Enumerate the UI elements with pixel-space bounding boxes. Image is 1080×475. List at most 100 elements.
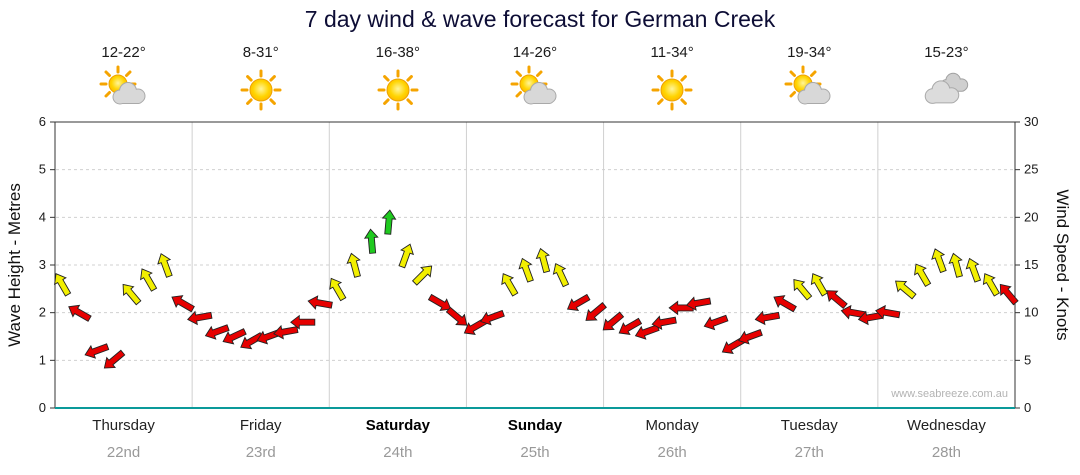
weather-icon-cell — [466, 64, 603, 116]
weather-icon-cell — [329, 64, 466, 116]
right-tick-label: 25 — [1024, 162, 1038, 177]
wind-arrow — [793, 279, 813, 301]
day-dates-row: 22nd 23rd 24th 25th 26th 27th 28th — [55, 444, 1015, 461]
wind-arrow — [773, 295, 797, 313]
right-tick-label: 30 — [1024, 114, 1038, 129]
chart-title: 7 day wind & wave forecast for German Cr… — [304, 6, 776, 32]
wind-arrow — [140, 268, 158, 292]
day-name: Monday — [645, 417, 699, 434]
wind-arrow — [329, 277, 347, 302]
weather-icon-cell — [741, 64, 878, 116]
wind-arrow — [411, 265, 433, 286]
temperature-row: 12-22° 8-31° 16-38° 14-26° 11-34° 19-34° 15-23… — [55, 44, 1015, 61]
wind-arrow — [273, 324, 299, 340]
wind-arrow — [290, 314, 316, 330]
wind-arrow — [965, 257, 982, 283]
day-temperature: 19-34° — [787, 44, 832, 61]
day-name: Saturday — [365, 417, 430, 434]
day-temperature: 16-38° — [375, 44, 421, 61]
wind-arrow — [363, 228, 379, 254]
left-tick-label: 2 — [39, 305, 46, 320]
wind-arrow — [54, 273, 72, 297]
left-tick-label: 4 — [39, 209, 46, 224]
wind-arrow — [445, 306, 468, 326]
wind-arrow — [703, 314, 729, 331]
wind-arrow — [566, 293, 591, 312]
wind-arrow — [948, 252, 963, 278]
wind-arrow — [651, 315, 677, 331]
sun-cloud-icon — [99, 65, 146, 105]
wind-arrow — [810, 273, 829, 297]
wind-arrow — [754, 310, 781, 326]
sun-icon — [240, 69, 282, 111]
wind-arrow — [84, 343, 110, 359]
left-tick-label: 5 — [39, 162, 46, 177]
day-name: Friday — [239, 417, 282, 434]
left-tick-label: 1 — [39, 352, 46, 367]
wind-arrow — [999, 283, 1019, 306]
wind-arrow — [738, 328, 763, 345]
wind-arrow — [346, 252, 361, 278]
right-tick-label: 0 — [1024, 400, 1031, 415]
wind-arrow — [585, 302, 607, 321]
day-date: 27th — [794, 444, 824, 461]
wind-arrow — [204, 324, 230, 340]
left-tick-label: 6 — [39, 114, 46, 129]
wind-arrow — [552, 262, 570, 288]
day-name: Wednesday — [906, 417, 986, 434]
day-temperature: 12-22° — [101, 44, 146, 61]
wind-arrow — [685, 296, 712, 311]
left-axis-label: Wave Height - Metres — [5, 183, 24, 347]
day-temperature: 11-34° — [650, 44, 694, 61]
wind-arrow — [222, 328, 247, 345]
day-date: 22nd — [106, 444, 141, 461]
wind-arrow — [480, 309, 505, 326]
left-tick-label: 3 — [39, 257, 46, 272]
weather-icon-cell — [55, 64, 192, 116]
day-name: Thursday — [92, 417, 155, 434]
right-tick-label: 5 — [1024, 352, 1031, 367]
sun-cloud-icon — [510, 65, 557, 105]
weather-icons-row — [55, 64, 1015, 116]
weather-icon-cell — [604, 64, 741, 116]
sun-cloud-icon — [784, 65, 831, 105]
right-tick-label: 10 — [1024, 305, 1038, 320]
weather-icon-cell — [878, 64, 1015, 116]
wind-arrow — [122, 283, 142, 306]
watermark: www.seabreeze.com.au — [891, 388, 1008, 400]
day-date: 24th — [383, 444, 413, 461]
day-names-row: Thursday Friday Saturday Sunday Monday Tuesda… — [55, 417, 1015, 434]
day-temperature: 14-26° — [512, 44, 558, 61]
wind-arrow — [187, 310, 213, 326]
day-date: 26th — [657, 444, 687, 461]
wind-arrow — [501, 273, 519, 297]
wind-arrow — [875, 304, 901, 320]
day-date: 23rd — [245, 444, 276, 461]
wind-arrow — [914, 263, 932, 288]
wind-arrow — [618, 317, 643, 335]
day-date: 28th — [931, 444, 962, 461]
wind-arrow — [602, 311, 625, 331]
day-name: Tuesday — [780, 417, 838, 434]
right-tick-label: 20 — [1024, 209, 1038, 224]
wind-arrow — [982, 273, 1001, 297]
wind-arrow — [826, 290, 848, 310]
wind-arrow — [931, 248, 947, 274]
wind-arrow — [398, 243, 415, 269]
day-name: Sunday — [507, 417, 563, 434]
wind-arrow — [68, 304, 92, 322]
wind-arrow — [157, 253, 173, 278]
wind-arrow — [427, 293, 452, 312]
wind-arrow — [171, 295, 195, 313]
right-axis-label: Wind Speed - Knots — [1053, 189, 1072, 341]
wind-arrow — [307, 295, 333, 310]
wind-arrow — [535, 247, 551, 274]
day-temperature: 8-31° — [242, 44, 279, 61]
wind-arrow — [518, 257, 534, 283]
right-tick-label: 15 — [1024, 257, 1038, 272]
day-date: 25th — [520, 444, 550, 461]
sun-icon — [377, 69, 419, 111]
left-tick-label: 0 — [39, 400, 46, 415]
